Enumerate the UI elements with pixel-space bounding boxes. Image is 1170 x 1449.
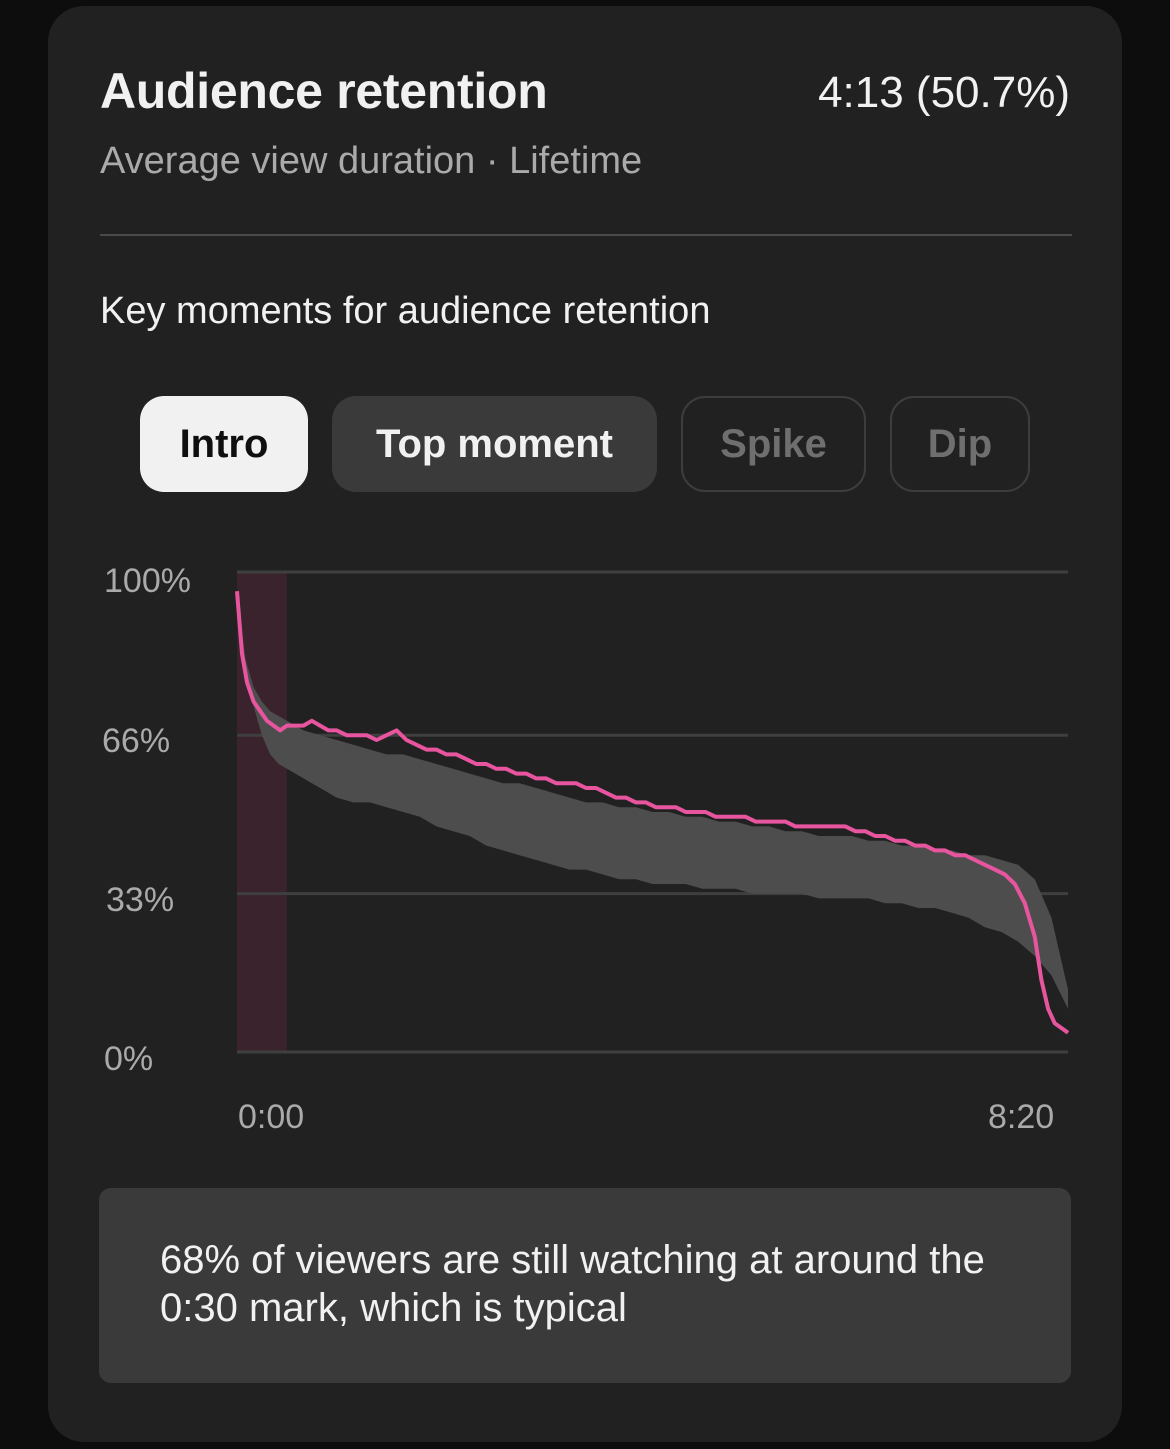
card-title: Audience retention bbox=[100, 63, 548, 119]
header-divider bbox=[100, 234, 1072, 236]
retention-plot bbox=[235, 570, 1070, 1054]
y-tick-33: 33% bbox=[106, 881, 175, 919]
x-tick-start: 0:00 bbox=[238, 1098, 305, 1136]
chip-intro[interactable]: Intro bbox=[140, 396, 308, 492]
y-tick-100: 100% bbox=[104, 562, 191, 600]
y-tick-0: 0% bbox=[104, 1040, 154, 1078]
chip-dip: Dip bbox=[890, 396, 1030, 492]
average-view-duration-value: 4:13 (50.7%) bbox=[818, 68, 1070, 117]
y-tick-66: 66% bbox=[102, 722, 171, 760]
card-subtitle: Average view duration · Lifetime bbox=[100, 140, 643, 182]
chip-spike: Spike bbox=[681, 396, 866, 492]
retention-line bbox=[235, 591, 1070, 1035]
intro-highlight-region bbox=[237, 572, 287, 1052]
key-moments-label: Key moments for audience retention bbox=[100, 290, 711, 332]
x-tick-end: 8:20 bbox=[988, 1098, 1055, 1136]
retention-chart: 100% 66% 33% 0% 0:00 8:20 bbox=[48, 546, 1122, 1146]
typical-retention-band bbox=[237, 591, 1068, 1009]
retention-insight: 68% of viewers are still watching at aro… bbox=[99, 1188, 1071, 1383]
chip-top-moment[interactable]: Top moment bbox=[332, 396, 657, 492]
audience-retention-card: Audience retention 4:13 (50.7%) Average … bbox=[48, 6, 1122, 1442]
